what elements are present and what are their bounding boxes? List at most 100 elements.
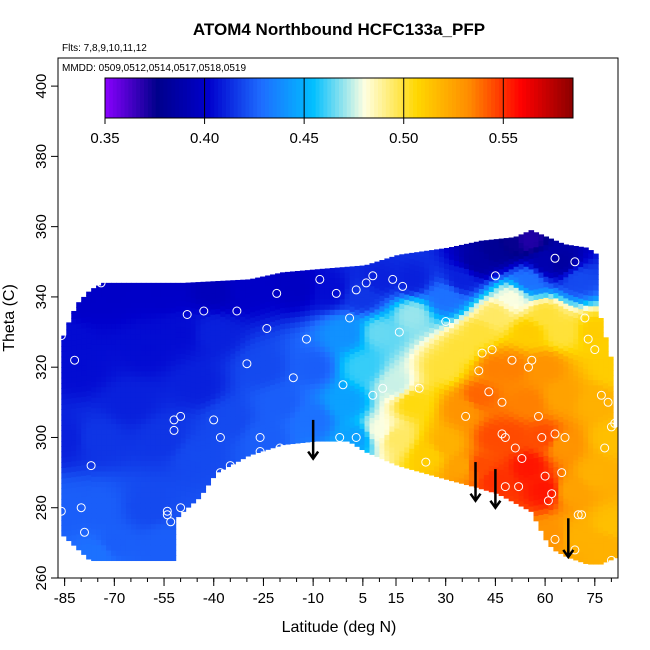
- x-tick-label: -25: [253, 590, 275, 607]
- colorbar-tick-label: 0.40: [190, 130, 219, 147]
- sample-point: [603, 397, 613, 407]
- sample-point: [368, 390, 378, 400]
- sample-point: [500, 433, 510, 442]
- y-tick-label: 320: [33, 355, 50, 380]
- colorbar-tick-label: 0.55: [489, 130, 518, 147]
- sample-point: [557, 468, 567, 478]
- sample-point: [58, 506, 66, 516]
- sample-point: [497, 397, 507, 407]
- sample-point: [86, 461, 96, 471]
- sample-point: [361, 278, 371, 288]
- sample-point: [345, 313, 355, 323]
- y-tick-label: 280: [33, 495, 50, 520]
- flights-annotation: Flts: 7,8,9,10,11,12: [62, 43, 147, 54]
- sample-point: [600, 443, 610, 453]
- heatmap-field: [61, 230, 618, 565]
- x-axis-ticks: -85 -70 -55 -40 -25 -10 5 15 30 45 60 75: [54, 578, 612, 607]
- x-tick-label: -70: [103, 590, 125, 607]
- dates-annotation: MMDD: 0509,0512,0514,0517,0518,0519: [62, 63, 246, 74]
- sample-point: [232, 306, 242, 316]
- x-tick-label: 15: [388, 590, 405, 607]
- sample-point: [490, 271, 500, 281]
- x-tick-label: -40: [203, 590, 225, 607]
- sample-point: [560, 433, 570, 442]
- x-tick-label: -85: [54, 590, 76, 607]
- sample-point: [580, 313, 590, 323]
- sample-point: [288, 373, 298, 383]
- x-tick-label: 5: [359, 590, 367, 607]
- sample-point: [570, 257, 580, 267]
- sample-point: [550, 253, 560, 263]
- sample-point: [162, 510, 172, 520]
- y-tick-label: 380: [33, 144, 50, 169]
- arrow-marker: [469, 462, 482, 503]
- sample-point: [540, 471, 550, 481]
- sample-point: [421, 457, 431, 467]
- sample-point: [606, 555, 616, 565]
- sample-point: [262, 324, 272, 333]
- sample-point: [182, 310, 192, 319]
- sample-point: [80, 527, 89, 537]
- y-tick-label: 300: [33, 425, 50, 450]
- sample-point: [176, 503, 186, 513]
- annotation-arrows: [307, 419, 575, 560]
- sample-point: [477, 348, 487, 358]
- sample-point: [368, 271, 378, 281]
- x-tick-label: 60: [537, 590, 554, 607]
- arrow-marker: [307, 419, 320, 461]
- sample-point: [199, 306, 209, 316]
- sample-point: [275, 443, 285, 453]
- sample-point: [398, 281, 408, 291]
- x-tick-label: 45: [487, 590, 504, 607]
- sample-point: [510, 443, 520, 453]
- sample-point: [550, 534, 560, 544]
- sample-point: [484, 387, 494, 397]
- sample-point: [388, 274, 398, 284]
- arrow-marker: [489, 469, 502, 510]
- colorbar-tick-label: 0.50: [389, 130, 418, 147]
- sample-point: [225, 461, 235, 471]
- colorbar-tick-label: 0.45: [290, 130, 319, 147]
- sample-point: [215, 468, 225, 478]
- sample-point: [351, 285, 361, 295]
- y-tick-label: 260: [33, 565, 50, 590]
- chart-title: ATOM4 Northbound HCFC133a_PFP: [193, 20, 485, 39]
- sample-point: [514, 482, 524, 492]
- y-tick-label: 400: [33, 74, 50, 99]
- sample-point: [331, 288, 341, 298]
- sample-point: [315, 274, 325, 284]
- x-tick-label: 30: [437, 590, 454, 607]
- sample-point: [378, 383, 388, 393]
- sample-point: [272, 288, 282, 298]
- sample-point: [96, 278, 106, 288]
- sample-point: [255, 433, 265, 442]
- sample-point: [547, 489, 557, 499]
- y-axis-label: Theta (C): [1, 284, 18, 352]
- sample-point: [76, 503, 86, 513]
- sample-point: [550, 429, 560, 439]
- sample-point: [335, 433, 345, 442]
- sample-point: [596, 390, 606, 400]
- sample-point: [441, 317, 451, 326]
- sample-point: [474, 366, 484, 376]
- sample-point: [610, 418, 618, 428]
- sample-point: [537, 433, 547, 442]
- y-tick-label: 340: [33, 284, 50, 309]
- x-axis-label: Latitude (deg N): [282, 619, 397, 636]
- sample-point: [169, 425, 179, 435]
- sample-point: [176, 411, 186, 421]
- sample-point: [534, 411, 543, 421]
- sample-point: [590, 345, 600, 355]
- x-tick-label: 75: [586, 590, 603, 607]
- sample-point: [394, 327, 404, 337]
- sample-point: [58, 331, 66, 341]
- sample-points: [58, 253, 618, 565]
- sample-point: [166, 517, 176, 527]
- sample-point: [527, 355, 537, 365]
- sample-point: [414, 383, 424, 393]
- sample-point: [351, 433, 361, 442]
- sample-point: [162, 506, 172, 516]
- plot-frame: [57, 57, 619, 579]
- colorbar-tick-label: 0.35: [90, 130, 119, 147]
